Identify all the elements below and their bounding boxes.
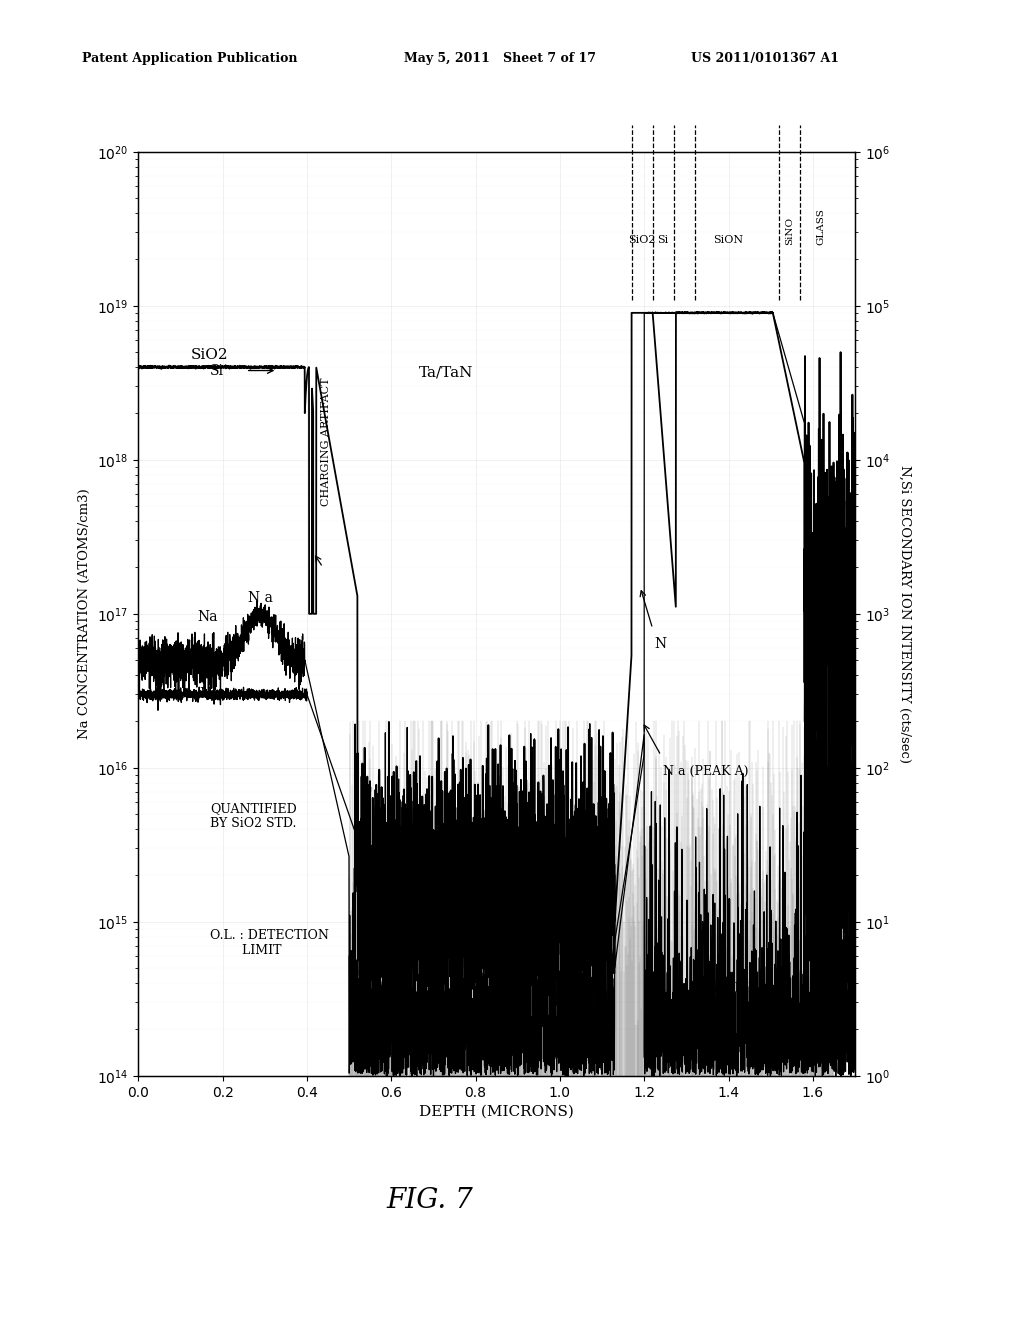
Text: N a (PEAK A): N a (PEAK A) [664, 764, 749, 777]
Text: Patent Application Publication: Patent Application Publication [82, 51, 297, 65]
Text: Na (D.L.): Na (D.L.) [708, 982, 766, 995]
Text: Si: Si [657, 235, 669, 244]
Text: Si: Si [210, 363, 224, 378]
Text: GLASS: GLASS [817, 207, 825, 244]
Text: SiO2: SiO2 [629, 235, 655, 244]
Text: Na: Na [198, 610, 218, 624]
Text: N a: N a [248, 590, 272, 605]
Text: May 5, 2011   Sheet 7 of 17: May 5, 2011 Sheet 7 of 17 [404, 51, 596, 65]
Text: US 2011/0101367 A1: US 2011/0101367 A1 [691, 51, 840, 65]
Text: O.L. : DETECTION
        LIMIT: O.L. : DETECTION LIMIT [210, 929, 329, 957]
Text: QUANTIFIED
BY SiO2 STD.: QUANTIFIED BY SiO2 STD. [210, 803, 297, 830]
Text: FIG. 7: FIG. 7 [387, 1187, 473, 1214]
Text: SiO2: SiO2 [191, 348, 228, 362]
Y-axis label: N,Si SECONDARY ION INTENSITY (cts/sec): N,Si SECONDARY ION INTENSITY (cts/sec) [898, 465, 911, 763]
Text: SiON: SiON [714, 235, 743, 244]
Text: N: N [654, 638, 667, 651]
Y-axis label: Na CONCENTRATION (ATOMS/cm3): Na CONCENTRATION (ATOMS/cm3) [79, 488, 91, 739]
Text: CHARGING ARTIFACT: CHARGING ARTIFACT [321, 378, 331, 506]
Text: SiNO: SiNO [785, 216, 795, 244]
X-axis label: DEPTH (MICRONS): DEPTH (MICRONS) [419, 1105, 574, 1119]
Text: N: N [200, 688, 212, 701]
Text: Ta/TaN: Ta/TaN [419, 366, 473, 379]
